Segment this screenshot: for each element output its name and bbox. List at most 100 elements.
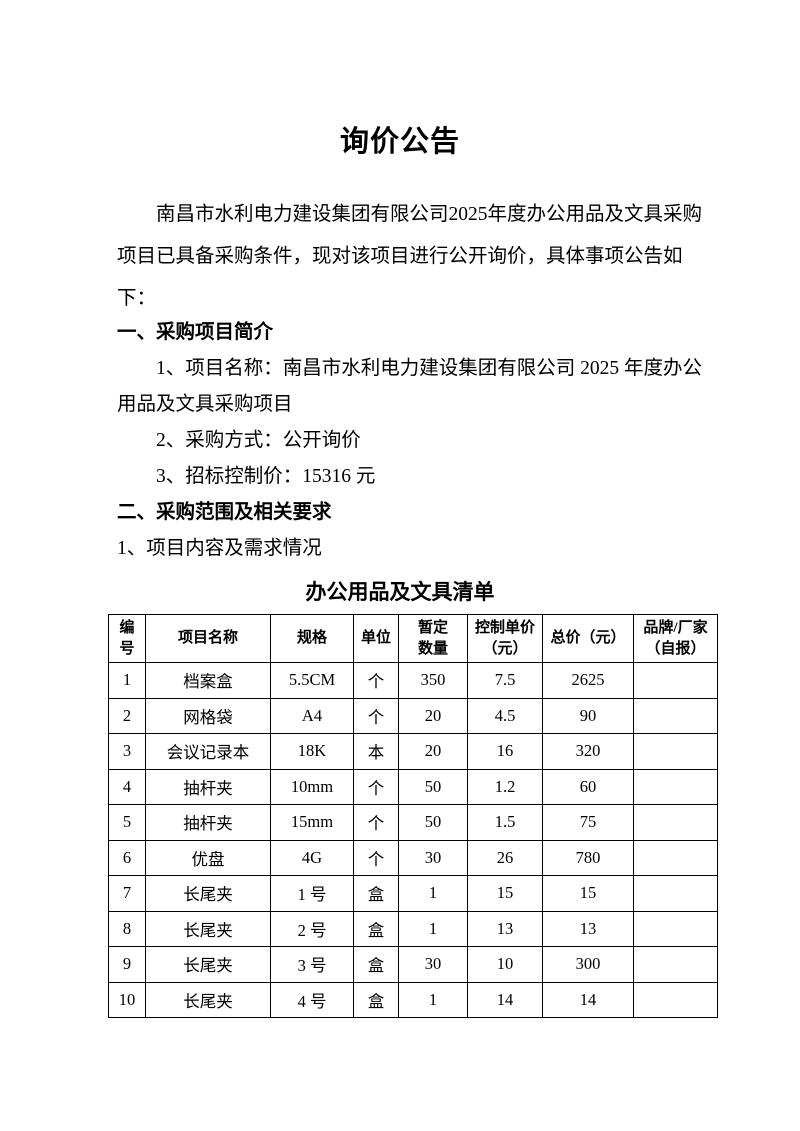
table-header-line: 控制单价 — [474, 619, 535, 636]
table-cell: 3 — [108, 733, 146, 770]
table-cell: 30 — [398, 946, 468, 983]
table-header-cell: 单位 — [353, 614, 399, 663]
table-header-cell: 暂定 数量 — [398, 614, 468, 663]
table-row: 2 网格袋 A4 个 20 4.5 90 — [108, 697, 718, 734]
table-cell: 抽杆夹 — [145, 804, 271, 841]
table-cell: 长尾夹 — [145, 946, 271, 983]
table-cell: 网格袋 — [145, 697, 271, 734]
table-cell: 1 号 — [270, 875, 354, 912]
table-cell: 个 — [353, 662, 399, 699]
table-cell: 8 — [108, 910, 146, 947]
table-cell: 长尾夹 — [145, 875, 271, 912]
table-cell: 15 — [542, 875, 634, 912]
table-cell: 5.5CM — [270, 662, 354, 699]
table-header-line: 总价（元） — [550, 630, 626, 646]
document-content: 询价公告 南昌市水利电力建设集团有限公司2025年度办公用品及文具采购 项目已具备… — [0, 126, 800, 1018]
table-header-line: 编 — [119, 619, 135, 636]
table-header-line: 单位 — [360, 630, 391, 646]
table-cell: 4G — [270, 839, 354, 876]
table-cell: 3 号 — [270, 946, 354, 983]
table-cell: 300 — [542, 946, 634, 983]
table-header-line: （元） — [482, 640, 528, 657]
table-cell: 350 — [398, 662, 468, 699]
table-cell — [633, 839, 718, 876]
table-cell: 15 — [467, 875, 543, 912]
table-cell: 4 — [108, 768, 146, 805]
table-cell: 盒 — [353, 946, 399, 983]
table-cell: 20 — [398, 697, 468, 734]
table-cell: 2 号 — [270, 910, 354, 947]
intro-line: 下： — [117, 288, 157, 309]
table-cell: 30 — [398, 839, 468, 876]
items-table: 编号项目名称 规格 单位 暂定 数量 控制单价 （元） 总价（元） 品牌/厂家 （自报） 1 档案盒… — [108, 614, 718, 1018]
table-cell — [633, 804, 718, 841]
section-list: 一、采购项目简介 1、项目名称：南昌市水利电力建设集团有限公司 2025 年度办公… — [117, 315, 702, 567]
table-cell: 4 号 — [270, 981, 354, 1018]
table-cell: 1 — [398, 875, 468, 912]
section-heading: 一、采购项目简介 — [117, 322, 274, 343]
table-cell: 优盘 — [145, 839, 271, 876]
table-cell: 10 — [108, 981, 146, 1018]
table-header-line: 暂定 — [417, 619, 448, 636]
section-item: 用品及文具采购项目 — [117, 394, 293, 415]
section-heading: 二、采购范围及相关要求 — [117, 502, 332, 523]
table-cell: 20 — [398, 733, 468, 770]
table-cell: 盒 — [353, 981, 399, 1018]
table-header-cell: 项目名称 — [145, 614, 271, 663]
table-row: 5 抽杆夹 15mm 个 50 1.5 75 — [108, 804, 718, 841]
table-cell: 个 — [353, 804, 399, 841]
table-cell: 50 — [398, 804, 468, 841]
table-cell: 1 — [398, 910, 468, 947]
table-header-row: 编号项目名称 规格 单位 暂定 数量 控制单价 （元） 总价（元） 品牌/厂家 （自报） — [108, 614, 718, 663]
table-cell — [633, 946, 718, 983]
table-cell: 50 — [398, 768, 468, 805]
table-cell: 90 — [542, 697, 634, 734]
table-cell: 1.5 — [467, 804, 543, 841]
table-cell: 长尾夹 — [145, 981, 271, 1018]
table-cell: 14 — [467, 981, 543, 1018]
table-cell: 13 — [467, 910, 543, 947]
table-cell: 9 — [108, 946, 146, 983]
table-cell — [633, 697, 718, 734]
intro-line: 南昌市水利电力建设集团有限公司2025年度办公用品及文具采购 — [156, 204, 703, 225]
table-cell — [633, 662, 718, 699]
table-cell: 15mm — [270, 804, 354, 841]
table-cell: 个 — [353, 697, 399, 734]
table-row: 3 会议记录本 18K 本 20 16 320 — [108, 733, 718, 770]
table-header-line: 号 — [119, 640, 135, 657]
table-header-cell: 总价（元） — [542, 614, 634, 663]
table-cell: 18K — [270, 733, 354, 770]
table-cell: 盒 — [353, 875, 399, 912]
table-cell — [633, 733, 718, 770]
table-cell: 本 — [353, 733, 399, 770]
table-cell: 个 — [353, 839, 399, 876]
table-cell: 13 — [542, 910, 634, 947]
table-row: 9 长尾夹 3 号盒 30 10 300 — [108, 946, 718, 983]
table-cell: 抽杆夹 — [145, 768, 271, 805]
table-cell: 长尾夹 — [145, 910, 271, 947]
page-title: 询价公告 — [339, 126, 460, 158]
table-header-cell: 编号 — [108, 614, 146, 663]
table-cell: 26 — [467, 839, 543, 876]
section-item: 3、招标控制价：15316 元 — [156, 466, 376, 487]
table-row: 1 档案盒 5.5CM 个 350 7.5 2625 — [108, 662, 718, 699]
table-header-line: 数量 — [417, 640, 448, 657]
table-cell: 2 — [108, 697, 146, 734]
table-cell: 6 — [108, 839, 146, 876]
table-title: 办公用品及文具清单 — [305, 580, 495, 604]
table-cell: 780 — [542, 839, 634, 876]
table-cell — [633, 768, 718, 805]
table-cell: 7 — [108, 875, 146, 912]
table-cell: 320 — [542, 733, 634, 770]
table-cell: 个 — [353, 768, 399, 805]
table-cell: 1 — [398, 981, 468, 1018]
table-cell: 4.5 — [467, 697, 543, 734]
section-item: 1、项目内容及需求情况 — [117, 538, 322, 559]
table-cell — [633, 910, 718, 947]
table-row: 8 长尾夹 2 号盒 1 13 13 — [108, 910, 718, 947]
table-cell: 14 — [542, 981, 634, 1018]
table-cell: 16 — [467, 733, 543, 770]
table-cell: 75 — [542, 804, 634, 841]
table-row: 7 长尾夹 1 号盒 1 15 15 — [108, 875, 718, 912]
